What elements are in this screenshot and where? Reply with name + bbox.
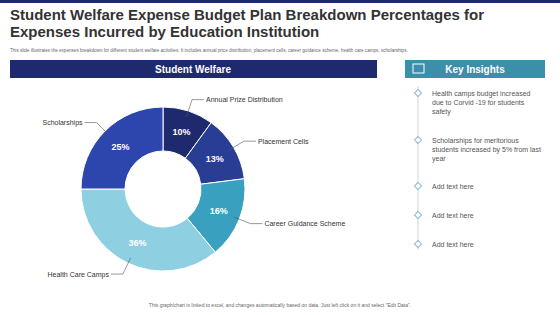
top-bar: [0, 0, 560, 3]
bullet: [414, 136, 421, 143]
slice: [185, 123, 244, 185]
category-label: Annual Prize Distribution: [206, 96, 283, 103]
category-label: Career Guidance Scheme: [264, 220, 345, 227]
title: Student Welfare Expense Budget Plan Brea…: [10, 6, 484, 40]
timeline: [418, 86, 419, 250]
subtitle: This slide illustrates the expenses brea…: [10, 48, 408, 53]
data-label: 10%: [173, 127, 191, 137]
slice: [81, 189, 215, 271]
panel-header: [10, 60, 377, 78]
data-label: 16%: [210, 206, 228, 216]
leader-line: [111, 258, 131, 274]
insight-text: Add text here: [432, 212, 474, 219]
insight-text: Add text here: [432, 241, 474, 248]
leader-line: [85, 123, 110, 136]
insight-text: Health camps budget increaseddue to Corv…: [432, 90, 531, 116]
leader-line: [186, 100, 204, 117]
insights-icon: [413, 64, 424, 73]
panel-title: Student Welfare: [155, 64, 231, 75]
bullet: [414, 89, 421, 96]
bullet: [414, 240, 421, 247]
data-label: 13%: [206, 154, 224, 164]
insight-text: Add text here: [432, 183, 474, 190]
category-label: Scholarships: [42, 119, 83, 127]
donut: 10% 13% 16% 36% 25% Annual Prize Distribution…: [42, 96, 345, 278]
insight-text: Scholarships for meritoriousstudents inc…: [432, 137, 541, 163]
category-label: Health Care Camps: [48, 271, 110, 279]
data-label: 36%: [128, 238, 146, 248]
data-label: 25%: [112, 142, 130, 152]
leader-line: [234, 217, 263, 224]
leader-line: [228, 141, 255, 150]
bullet: [414, 182, 421, 189]
footer: This graph/chart is linked to excel, and…: [149, 302, 411, 308]
category-label: Placement Cells: [258, 138, 309, 145]
insights-header: [405, 60, 545, 78]
bullet: [414, 211, 421, 218]
slide: Student Welfare Expense Budget Plan Brea…: [0, 0, 560, 315]
insights-title: Key Insights: [445, 64, 505, 75]
slice: [81, 107, 163, 189]
